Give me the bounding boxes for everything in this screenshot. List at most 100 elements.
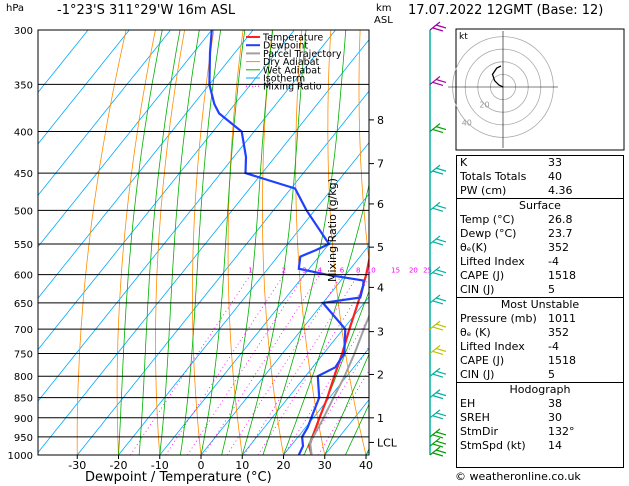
temperature-tick-label: 30	[318, 459, 332, 472]
wind-barb	[435, 78, 447, 83]
wet-adiabat-line	[345, 403, 369, 455]
stmspd-value: 14	[548, 439, 562, 452]
sreh-value: 30	[548, 411, 562, 424]
mu-cin-row: CIN (J) 5	[457, 368, 623, 382]
pressure-tick-label: 300	[14, 26, 33, 37]
stmspd-label: StmSpd (kt)	[460, 439, 526, 452]
km-tick-label: 2	[377, 368, 384, 381]
surface-cape-label: CAPE (J)	[460, 269, 505, 282]
mixing-ratio-label: 20	[409, 267, 418, 275]
pressure-tick-label: 450	[14, 169, 33, 180]
wind-barb	[435, 440, 447, 445]
temperature-tick-label: 0	[198, 459, 205, 472]
temperature-tick-label: -30	[68, 459, 86, 472]
km-tick-label: LCL	[377, 436, 398, 449]
wind-barb	[435, 370, 447, 375]
surface-li-value: -4	[548, 255, 559, 268]
wind-barb	[435, 297, 447, 302]
wind-barb	[429, 75, 441, 85]
temperature-profile	[308, 254, 369, 455]
wind-barb	[432, 350, 444, 356]
mixing-ratio-label: 10	[367, 267, 376, 275]
wind-barb	[435, 269, 447, 274]
surface-dewp-row: Dewp (°C) 23.7	[457, 227, 623, 241]
surface-theta-value: 352	[548, 241, 569, 254]
plot-frame	[37, 29, 370, 456]
dry-adiabat-line	[295, 30, 326, 455]
surface-li-row: Lifted Index -4	[457, 255, 623, 269]
mu-theta-row: θₑ (K) 352	[457, 326, 623, 340]
hodograph-trace	[491, 65, 504, 88]
isotherm-line	[38, 30, 254, 299]
eh-value: 38	[548, 397, 562, 410]
pressure-tick-label: 400	[14, 128, 33, 139]
pressure-tick-label: 950	[14, 433, 33, 444]
wind-barb	[432, 434, 444, 439]
eh-row: EH 38	[457, 397, 623, 411]
km-tick-label: 1	[377, 412, 384, 425]
pw-row: PW (cm) 4.36	[457, 184, 623, 198]
surface-temp-label: Temp (°C)	[460, 213, 515, 226]
surface-cape-row: CAPE (J) 1518	[457, 269, 623, 283]
wind-barb	[429, 201, 441, 211]
wind-barb	[429, 367, 441, 377]
mixing-ratio-label: 25	[423, 267, 432, 275]
mixing-ratio-axis-title: Mixing Ratio (g/kg)	[326, 178, 339, 282]
surface-theta-row: θₑ(K) 352	[457, 241, 623, 255]
isotherm-line	[118, 142, 369, 455]
wind-barb	[429, 235, 441, 245]
mu-theta-label: θₑ (K)	[460, 326, 491, 339]
pressure-tick-label: 500	[14, 206, 33, 217]
pressure-tick-label: 750	[14, 349, 33, 360]
wind-barb	[429, 389, 441, 399]
wind-barb	[432, 272, 444, 277]
surface-temp-value: 26.8	[548, 213, 573, 226]
legend-label: Dry Adiabat	[263, 57, 320, 68]
pressure-tick-label: 700	[14, 325, 33, 336]
wind-barb	[435, 347, 447, 353]
surface-cin-value: 5	[548, 283, 555, 296]
sreh-label: SREH	[460, 411, 490, 424]
legend-label: Mixing Ratio	[263, 82, 322, 93]
k-index-value: 33	[548, 156, 562, 169]
temperature-tick-label: 40	[359, 459, 373, 472]
mu-cape-row: CAPE (J) 1518	[457, 354, 623, 368]
mixing-ratio-label: 4	[318, 267, 323, 275]
pressure-tick-label: 600	[14, 271, 33, 282]
mu-pressure-value: 1011	[548, 312, 576, 325]
mu-li-row: Lifted Index -4	[457, 340, 623, 354]
indices-top-block: K 33 Totals Totals 40 PW (cm) 4.36	[457, 156, 623, 199]
isotherm-line	[38, 30, 295, 351]
dry-adiabat-line	[262, 30, 284, 455]
hodograph-unit-label: kt	[459, 32, 468, 42]
pw-value: 4.36	[548, 184, 573, 197]
stmdir-row: StmDir 132°	[457, 425, 623, 439]
km-unit-label: km	[376, 3, 392, 14]
legend-label: Isotherm	[263, 74, 305, 85]
mu-cape-label: CAPE (J)	[460, 354, 505, 367]
surface-title: Surface	[519, 199, 561, 212]
mu-li-label: Lifted Index	[460, 340, 525, 353]
mu-cape-value: 1518	[548, 354, 576, 367]
stmdir-label: StmDir	[460, 425, 499, 438]
dry-adiabat-line	[116, 30, 156, 455]
wind-barb	[435, 431, 447, 436]
wind-barb	[435, 323, 447, 328]
indices-panel: K 33 Totals Totals 40 PW (cm) 4.36 Surface …	[456, 155, 624, 468]
wind-barb	[429, 21, 441, 31]
wind-barb	[432, 326, 444, 331]
wind-barb	[432, 373, 444, 378]
isotherm-line	[324, 399, 369, 455]
credit-text: © weatheronline.co.uk	[455, 470, 581, 483]
surface-dewp-value: 23.7	[548, 227, 573, 240]
surface-cin-label: CIN (J)	[460, 283, 495, 296]
header-location: -1°23'S 311°29'W 16m ASL	[57, 3, 236, 18]
wind-barb	[429, 437, 441, 447]
pressure-tick-label: 900	[14, 414, 33, 425]
wet-adiabat-line	[324, 353, 369, 455]
wind-barb	[435, 125, 447, 131]
mixing-ratio-line	[244, 274, 359, 455]
wind-barb	[435, 412, 447, 417]
wind-barb	[432, 27, 444, 32]
x-axis-title: Dewpoint / Temperature (°C)	[85, 470, 272, 485]
